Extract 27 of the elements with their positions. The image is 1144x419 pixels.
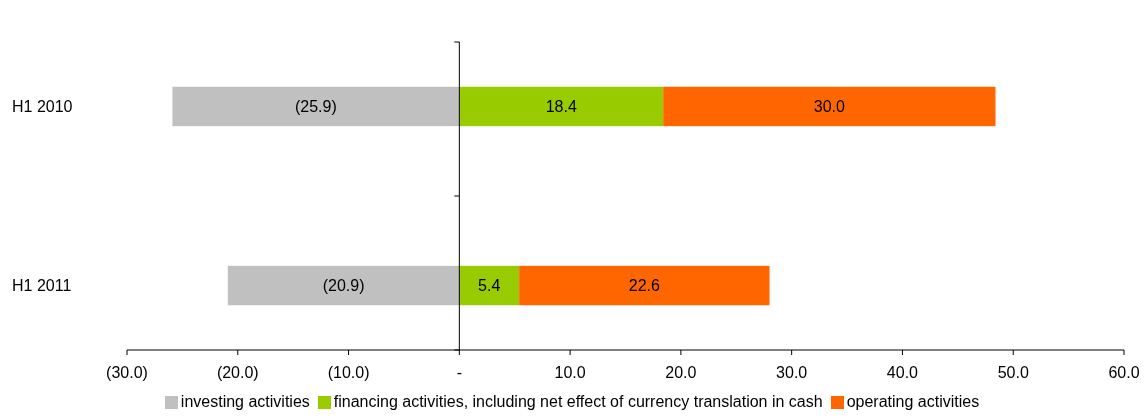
x-tick-label: 20.0 bbox=[665, 364, 697, 381]
y-tick-label: H1 2010 bbox=[12, 98, 73, 116]
legend-label: operating activities bbox=[846, 393, 980, 411]
data-label: 30.0 bbox=[813, 98, 845, 116]
data-label: 22.6 bbox=[628, 277, 660, 295]
bar bbox=[172, 86, 460, 127]
x-tick-label: 30.0 bbox=[776, 364, 808, 381]
y-tick-label: H1 2011 bbox=[12, 277, 72, 295]
data-label: (20.9) bbox=[322, 277, 365, 295]
bar bbox=[459, 265, 520, 306]
bar bbox=[459, 86, 664, 127]
x-tick-label: 10.0 bbox=[554, 364, 586, 381]
x-tick-label: 40.0 bbox=[886, 364, 919, 381]
x-tick-label: 50.0 bbox=[997, 364, 1029, 381]
data-label: (25.9) bbox=[294, 98, 337, 116]
data-label: 5.4 bbox=[478, 277, 501, 295]
legend-label: financing activities, including net effect of currency translation in cash bbox=[333, 393, 823, 411]
bar bbox=[227, 265, 460, 306]
x-tick-label: (10.0) bbox=[327, 364, 370, 381]
x-tick-label: (20.0) bbox=[216, 364, 259, 381]
bar bbox=[663, 86, 996, 127]
data-label: 18.4 bbox=[545, 98, 577, 116]
bar bbox=[519, 265, 770, 306]
legend-label: investing activities bbox=[180, 393, 310, 411]
x-tick-label: 60.0 bbox=[1108, 364, 1140, 381]
x-tick-label: (30.0) bbox=[106, 364, 148, 381]
x-tick-label: - bbox=[456, 364, 462, 381]
